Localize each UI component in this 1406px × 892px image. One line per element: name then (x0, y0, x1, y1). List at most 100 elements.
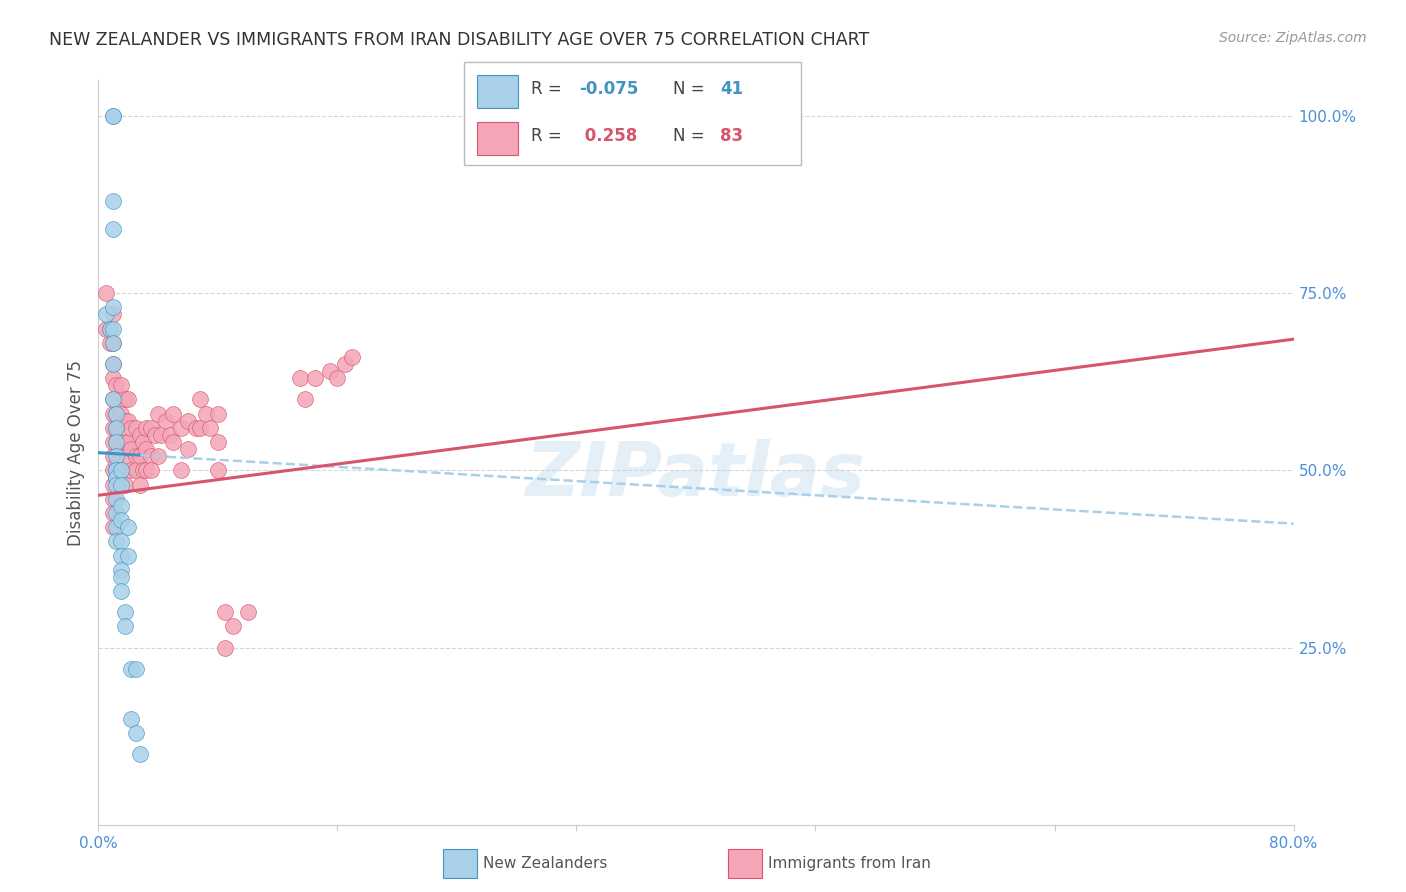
Point (135, 442, 157, 457)
Point (105, 491, 128, 506)
Text: 0.258: 0.258 (579, 128, 637, 145)
Point (105, 407, 128, 421)
Point (132, 435, 155, 450)
Point (129, 449, 152, 463)
Point (103, 449, 125, 463)
Point (105, 421, 128, 435)
Bar (478, 75, 517, 108)
Point (110, 499, 132, 513)
Point (304, 371, 326, 385)
Point (110, 549, 132, 563)
Point (110, 378, 132, 392)
Point (94, 307, 117, 321)
Point (129, 428, 152, 442)
Text: N =: N = (673, 80, 710, 98)
Point (319, 364, 342, 378)
Point (125, 726, 148, 740)
Point (110, 563, 132, 577)
Point (188, 421, 211, 435)
Point (207, 407, 229, 421)
Point (120, 662, 142, 676)
Point (195, 407, 218, 421)
Text: N =: N = (673, 128, 710, 145)
Point (207, 435, 229, 450)
Point (120, 463, 142, 477)
Point (105, 435, 128, 450)
Point (98, 321, 122, 335)
Point (105, 421, 128, 435)
Point (177, 442, 200, 457)
Point (94, 321, 117, 335)
Point (103, 321, 125, 335)
Bar (478, 122, 517, 155)
Point (155, 414, 177, 428)
Point (103, 357, 125, 371)
Text: R =: R = (531, 80, 568, 98)
Bar (728, 849, 762, 878)
Text: -0.075: -0.075 (579, 80, 638, 98)
Point (105, 378, 128, 392)
Point (103, 463, 125, 477)
Point (110, 435, 132, 450)
Point (103, 435, 125, 450)
Point (105, 470, 128, 484)
Point (159, 428, 181, 442)
Text: 41: 41 (720, 80, 744, 98)
Point (125, 449, 148, 463)
Point (103, 335, 125, 350)
Text: ZIPatlas: ZIPatlas (526, 439, 866, 511)
Point (143, 428, 166, 442)
Point (103, 357, 125, 371)
Point (207, 463, 229, 477)
Point (110, 407, 132, 421)
Point (114, 605, 136, 619)
FancyBboxPatch shape (464, 62, 801, 165)
Point (105, 470, 128, 484)
Point (333, 357, 356, 371)
Point (105, 407, 128, 421)
Point (139, 463, 162, 477)
Point (139, 449, 162, 463)
Point (129, 747, 152, 761)
Point (162, 435, 184, 450)
Point (135, 421, 157, 435)
Point (148, 449, 170, 463)
Point (103, 477, 125, 491)
Point (214, 605, 236, 619)
Point (105, 435, 128, 450)
Point (117, 435, 139, 450)
Point (103, 371, 125, 385)
Point (103, 506, 125, 520)
Point (103, 491, 125, 506)
Point (105, 463, 128, 477)
Point (139, 421, 162, 435)
Point (125, 463, 148, 477)
Point (114, 435, 136, 450)
Point (103, 421, 125, 435)
Point (169, 463, 191, 477)
Point (120, 421, 142, 435)
Point (294, 392, 316, 407)
Point (129, 477, 152, 491)
Point (103, 194, 125, 208)
Point (103, 300, 125, 314)
Y-axis label: Disability Age Over 75: Disability Age Over 75 (66, 359, 84, 546)
Point (117, 392, 139, 407)
Point (169, 421, 191, 435)
Point (110, 570, 132, 584)
Point (103, 222, 125, 236)
Point (110, 477, 132, 491)
Text: 83: 83 (720, 128, 744, 145)
Point (110, 584, 132, 599)
Point (222, 619, 245, 633)
Text: R =: R = (531, 128, 568, 145)
Text: New Zealanders: New Zealanders (484, 855, 607, 871)
Point (184, 421, 207, 435)
Point (342, 350, 364, 364)
Point (103, 307, 125, 321)
Point (103, 520, 125, 534)
Point (117, 549, 139, 563)
Point (120, 712, 142, 726)
Bar (443, 849, 477, 878)
Point (150, 428, 173, 442)
